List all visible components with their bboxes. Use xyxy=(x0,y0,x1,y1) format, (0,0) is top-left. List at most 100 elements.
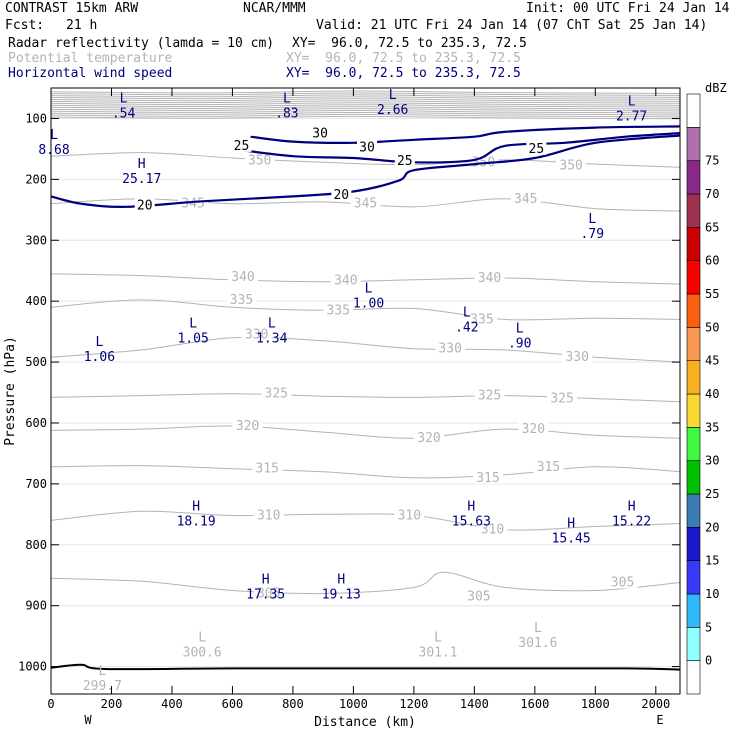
theta-upper-isentrope xyxy=(50,111,681,116)
theta-label-325: 325 xyxy=(478,389,501,404)
wind-high-marker: H xyxy=(628,499,636,514)
theta-contour-350 xyxy=(50,152,681,168)
wind-extremum-value: .54 xyxy=(112,106,136,121)
x-tick-label: 1600 xyxy=(520,697,549,711)
theta-label-310: 310 xyxy=(257,509,280,524)
theta-label-bg xyxy=(472,469,503,484)
theta-label-bg xyxy=(463,588,494,603)
theta-label-340: 340 xyxy=(231,270,254,285)
theta-label-bg xyxy=(556,157,587,172)
theta-label-330: 330 xyxy=(438,342,461,357)
theta-label-bg xyxy=(466,311,497,326)
surface-line xyxy=(50,663,681,671)
y-tick-label: 900 xyxy=(25,599,47,613)
y-tick-label: 1000 xyxy=(18,660,47,674)
valid-time: Valid: 21 UTC Fri 24 Jan 14 (07 ChT Sat … xyxy=(316,18,708,33)
wind-extremum-value: .42 xyxy=(455,321,478,336)
theta-label-bg xyxy=(435,340,466,355)
theta-low-marker: L xyxy=(198,630,206,645)
colorbar-tick-label: 45 xyxy=(705,354,719,368)
theta-upper-isentrope xyxy=(50,113,681,118)
theta-label-320: 320 xyxy=(417,431,440,446)
theta-contour-325 xyxy=(50,393,681,403)
wind-label-30: 30 xyxy=(359,141,375,156)
field-theta-name: Potential temperature xyxy=(8,51,173,66)
theta-label-bg xyxy=(244,152,275,167)
theta-contour-310 xyxy=(50,510,681,531)
colorbar-swatch xyxy=(686,327,701,361)
wind-label-bg xyxy=(357,139,378,154)
theta-label-350: 350 xyxy=(559,158,582,173)
colorbar-swatch xyxy=(686,360,701,395)
wind-speed-contours: 20 20 25 25 25 30 30 xyxy=(50,125,681,671)
wind-extremum-value: 1.06 xyxy=(84,350,115,365)
x-tick-label: 1200 xyxy=(399,697,428,711)
west-end-label: W xyxy=(84,713,92,727)
colorbar-swatch xyxy=(686,660,701,695)
x-tick-label: 200 xyxy=(101,697,123,711)
wind-low-marker: L xyxy=(389,88,397,103)
wind-low-marker: L xyxy=(628,94,636,109)
theta-label-bg xyxy=(510,190,541,205)
theta-upper-isentrope xyxy=(50,108,681,112)
y-tick-label: 700 xyxy=(25,477,47,491)
colorbar-tick-label: 60 xyxy=(705,254,719,268)
wind-extremum-value: 1.05 xyxy=(177,332,208,347)
field-radar-name: Radar reflectivity (lamda = 10 cm) xyxy=(8,36,275,51)
x-tick-label: 1000 xyxy=(339,697,368,711)
field-wind-name: Horizontal wind speed xyxy=(8,66,173,81)
colorbar-tick-label: 35 xyxy=(705,420,719,434)
y-tick-label: 200 xyxy=(25,172,47,186)
wind-low-marker: L xyxy=(463,306,471,321)
colorbar-tick-label: 10 xyxy=(705,587,719,601)
theta-upper-isentrope xyxy=(50,104,681,108)
wind-extremum-value: 17.35 xyxy=(246,587,285,602)
theta-label-bg xyxy=(474,270,505,285)
colorbar-swatch xyxy=(686,460,701,495)
colorbar-tick-label: 55 xyxy=(705,287,719,301)
theta-upper-isentrope xyxy=(50,100,681,104)
wind-low-marker: L xyxy=(268,317,276,332)
colorbar-swatch xyxy=(686,93,701,128)
wind-label-bg xyxy=(231,137,252,152)
theta-label-bg xyxy=(477,521,508,536)
wind-low-marker: L xyxy=(189,317,197,332)
theta-low-marker: L xyxy=(534,621,542,636)
wind-label-20: 20 xyxy=(137,199,153,214)
colorbar-tick-label: 25 xyxy=(705,487,719,501)
theta-label-bg xyxy=(350,195,381,210)
wind-extremum-value: 25.17 xyxy=(122,172,161,187)
east-end-label: E xyxy=(656,713,663,727)
theta-extremum-value: 301.6 xyxy=(518,636,557,651)
wind-low-marker: L xyxy=(365,281,373,296)
colorbar-tick-label: 75 xyxy=(705,154,719,168)
theta-label-320: 320 xyxy=(236,419,259,434)
colorbar-swatch xyxy=(686,260,701,295)
x-tick-label: 1400 xyxy=(460,697,489,711)
theta-extremum-value: 300.6 xyxy=(183,645,222,660)
theta-label-310: 310 xyxy=(481,523,504,538)
theta-label-310: 310 xyxy=(398,509,421,524)
y-tick-label: 300 xyxy=(25,233,47,247)
theta-upper-isentrope xyxy=(50,98,681,102)
theta-label-bg xyxy=(518,421,549,436)
model-title: CONTRAST 15km ARW xyxy=(5,1,139,16)
theta-label-bg xyxy=(253,585,284,600)
wind-label-25: 25 xyxy=(397,154,413,169)
theta-label-325: 325 xyxy=(550,392,573,407)
theta-label-bg xyxy=(547,390,578,405)
colorbar-tick-label: 70 xyxy=(705,187,719,201)
theta-contour-305 xyxy=(50,571,681,595)
wind-label-25: 25 xyxy=(529,142,545,157)
x-tick-label: 2000 xyxy=(641,697,670,711)
colorbar-unit: dBZ xyxy=(705,81,727,95)
theta-label-bg xyxy=(330,272,361,287)
wind-contour-25 xyxy=(232,132,681,164)
y-tick-label: 400 xyxy=(25,294,47,308)
wind-high-marker: H xyxy=(467,499,475,514)
wind-extremum-value: 2.77 xyxy=(616,109,647,124)
theta-label-bg xyxy=(323,302,354,317)
wind-contour-30 xyxy=(250,125,681,144)
colorbar-swatch xyxy=(686,127,701,161)
wind-extremum-value: 19.13 xyxy=(322,587,361,602)
